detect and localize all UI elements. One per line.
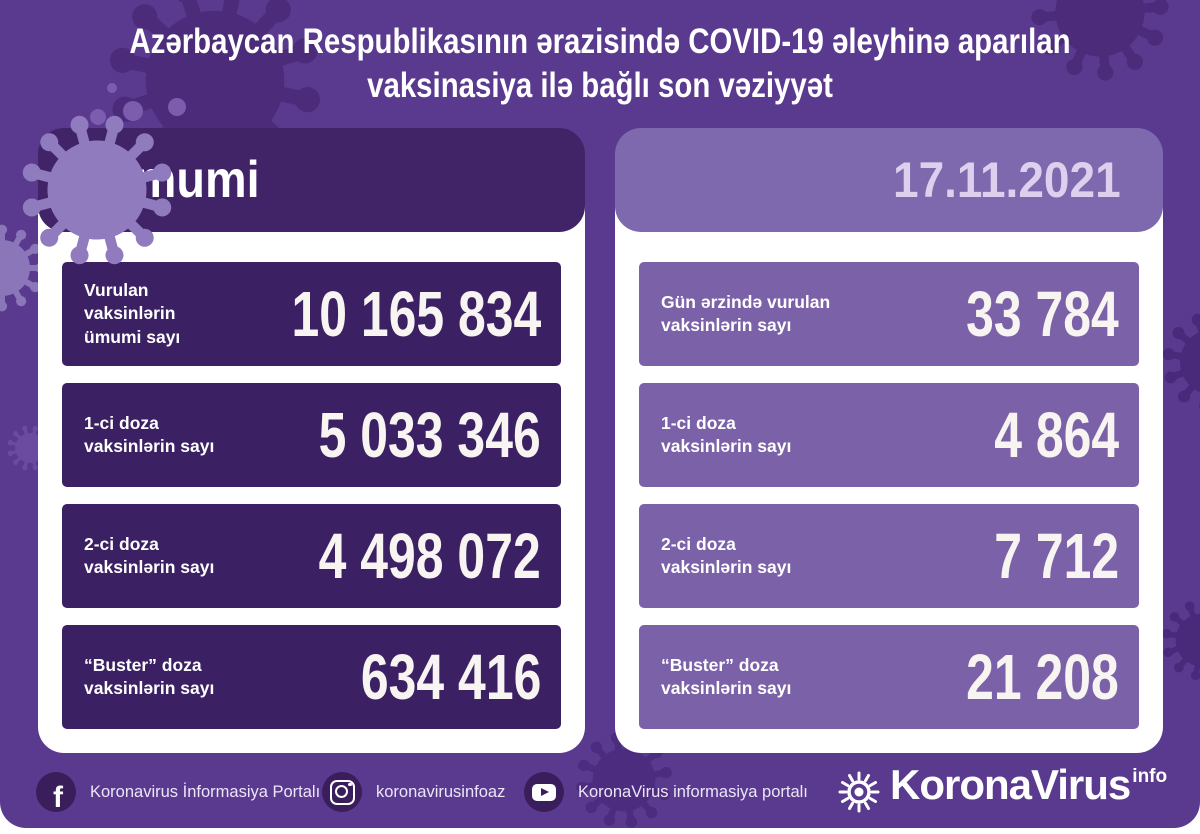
totals-panel-title: Ümumi — [101, 151, 260, 209]
logo-sup: info — [1132, 766, 1168, 787]
stat-row: Gün ərzində vurulan vaksinlərin sayı 33 … — [639, 262, 1139, 366]
stat-label: “Buster” doza vaksinlərin sayı — [661, 654, 792, 698]
date-bar: 17.11.2021 — [615, 128, 1163, 232]
stat-value: 33 784 — [966, 278, 1119, 350]
instagram-icon — [322, 772, 362, 812]
stat-value: 21 208 — [966, 641, 1119, 713]
youtube-icon — [524, 772, 564, 812]
stat-row: 1-ci doza vaksinlərin sayı 5 033 346 — [62, 383, 561, 487]
koronavirus-logo-text: KoronaVirus info — [890, 761, 1167, 809]
instagram-handle: koronavirusinfoaz — [376, 783, 506, 801]
youtube-handle: KoronaVirus informasiya portalı — [578, 783, 808, 801]
stat-label: “Buster” doza vaksinlərin sayı — [84, 654, 215, 698]
play-icon — [532, 783, 556, 801]
facebook-glyph: f — [53, 781, 63, 812]
stat-value: 4 864 — [994, 399, 1119, 471]
stat-row: Vurulan vaksinlərin ümumi sayı 10 165 83… — [62, 262, 561, 366]
footer: f Koronavirus İnformasiya Portalı korona… — [0, 758, 1200, 828]
logo-word: KoronaVirus — [890, 761, 1131, 808]
stat-label: 1-ci doza vaksinlərin sayı — [84, 412, 215, 456]
stat-row: “Buster” doza vaksinlərin sayı 634 416 — [62, 625, 561, 729]
stat-label: Gün ərzində vurulan vaksinlərin sayı — [661, 291, 831, 335]
stat-label: 1-ci doza vaksinlərin sayı — [661, 412, 792, 456]
daily-panel: 17.11.2021 Gün ərzində vurulan vaksinlər… — [615, 128, 1163, 753]
facebook-handle: Koronavirus İnformasiya Portalı — [90, 783, 321, 801]
stat-value: 634 416 — [360, 641, 541, 713]
stat-row: 2-ci doza vaksinlərin sayı 7 712 — [639, 504, 1139, 608]
date-label: 17.11.2021 — [892, 152, 1121, 208]
stat-label: Vurulan vaksinlərin ümumi sayı — [84, 280, 181, 347]
totals-panel: Ümumi Vurulan vaksinlərin ümumi sayı 10 … — [38, 128, 585, 753]
stat-value: 4 498 072 — [318, 520, 541, 592]
facebook-icon: f — [36, 772, 76, 812]
totals-panel-header: Ümumi — [38, 128, 585, 232]
stat-value: 10 165 834 — [291, 278, 541, 350]
stat-label: 2-ci doza vaksinlərin sayı — [84, 533, 215, 577]
camera-icon — [329, 779, 355, 805]
page-title-line1: Azərbaycan Respublikasının ərazisində CO… — [129, 22, 1071, 61]
stat-value: 7 712 — [994, 520, 1119, 592]
stat-value: 5 033 346 — [318, 399, 541, 471]
page-title: Azərbaycan Respublikasının ərazisində CO… — [96, 20, 1104, 108]
koronavirus-logo-icon — [838, 771, 880, 813]
stat-row: 1-ci doza vaksinlərin sayı 4 864 — [639, 383, 1139, 487]
daily-rows: Gün ərzində vurulan vaksinlərin sayı 33 … — [639, 262, 1139, 729]
stat-row: “Buster” doza vaksinlərin sayı 21 208 — [639, 625, 1139, 729]
stat-row: 2-ci doza vaksinlərin sayı 4 498 072 — [62, 504, 561, 608]
stat-label: 2-ci doza vaksinlərin sayı — [661, 533, 792, 577]
page-title-line2: vaksinasiya ilə bağlı son vəziyyət — [367, 66, 833, 106]
totals-rows: Vurulan vaksinlərin ümumi sayı 10 165 83… — [62, 262, 561, 729]
